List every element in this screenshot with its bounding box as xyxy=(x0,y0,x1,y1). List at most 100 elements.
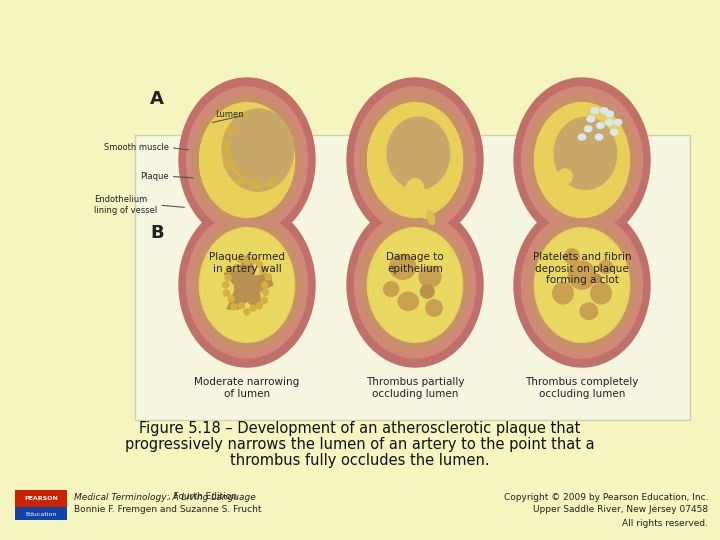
Circle shape xyxy=(266,179,274,186)
Circle shape xyxy=(237,256,243,262)
FancyBboxPatch shape xyxy=(135,135,690,420)
Ellipse shape xyxy=(521,212,642,358)
Circle shape xyxy=(236,177,243,185)
Text: Medical Terminology: A Living Language: Medical Terminology: A Living Language xyxy=(74,492,256,502)
Ellipse shape xyxy=(405,178,425,207)
Ellipse shape xyxy=(528,95,636,225)
Ellipse shape xyxy=(390,255,415,279)
Ellipse shape xyxy=(528,220,636,350)
Circle shape xyxy=(239,123,246,130)
Ellipse shape xyxy=(369,230,462,341)
Ellipse shape xyxy=(222,109,294,191)
Ellipse shape xyxy=(347,203,483,367)
Circle shape xyxy=(228,296,234,302)
Text: Moderate narrowing
of lumen: Moderate narrowing of lumen xyxy=(194,377,300,399)
Circle shape xyxy=(250,305,256,311)
Ellipse shape xyxy=(557,169,572,184)
Circle shape xyxy=(262,289,269,295)
Ellipse shape xyxy=(186,87,307,233)
Circle shape xyxy=(226,266,232,272)
Ellipse shape xyxy=(514,78,650,242)
Ellipse shape xyxy=(201,230,293,341)
Ellipse shape xyxy=(534,103,629,218)
Circle shape xyxy=(256,302,263,309)
Ellipse shape xyxy=(361,95,469,225)
Ellipse shape xyxy=(564,249,580,264)
Ellipse shape xyxy=(534,227,629,342)
Circle shape xyxy=(265,274,271,280)
Circle shape xyxy=(254,182,262,190)
Ellipse shape xyxy=(584,126,593,132)
Ellipse shape xyxy=(596,122,605,129)
Circle shape xyxy=(235,168,243,176)
Circle shape xyxy=(261,298,268,303)
Circle shape xyxy=(229,152,237,160)
Ellipse shape xyxy=(568,261,595,289)
Ellipse shape xyxy=(426,300,442,316)
Text: Education: Education xyxy=(25,511,57,516)
Circle shape xyxy=(259,174,266,181)
Text: Endothelium
lining of vessel: Endothelium lining of vessel xyxy=(94,195,157,215)
Ellipse shape xyxy=(595,134,603,140)
Ellipse shape xyxy=(600,107,608,114)
Text: B: B xyxy=(150,224,163,241)
Polygon shape xyxy=(225,255,273,309)
Ellipse shape xyxy=(193,220,301,350)
Circle shape xyxy=(225,274,231,281)
Circle shape xyxy=(271,174,278,181)
Text: Thrombus partially
occluding lumen: Thrombus partially occluding lumen xyxy=(366,377,464,399)
Ellipse shape xyxy=(554,117,616,190)
Ellipse shape xyxy=(179,203,315,367)
Circle shape xyxy=(248,118,256,125)
Ellipse shape xyxy=(591,107,599,114)
Ellipse shape xyxy=(614,119,622,126)
Circle shape xyxy=(253,114,261,122)
Ellipse shape xyxy=(387,117,450,190)
Circle shape xyxy=(259,111,266,118)
Text: PEARSON: PEARSON xyxy=(24,496,58,502)
Circle shape xyxy=(238,302,245,309)
Text: Platelets and fibrin
deposit on plaque
forming a clot: Platelets and fibrin deposit on plaque f… xyxy=(533,252,631,285)
Text: Figure 5.18 – Development of an atherosclerotic plaque that: Figure 5.18 – Development of an atherosc… xyxy=(139,421,581,435)
Text: Smooth muscle: Smooth muscle xyxy=(104,143,168,152)
Text: Plaque formed
in artery wall: Plaque formed in artery wall xyxy=(209,252,285,274)
Circle shape xyxy=(248,179,256,186)
Text: Bonnie F. Fremgen and Suzanne S. Frucht: Bonnie F. Fremgen and Suzanne S. Frucht xyxy=(74,505,261,515)
Circle shape xyxy=(260,268,266,274)
Circle shape xyxy=(261,282,268,288)
Circle shape xyxy=(244,309,250,315)
Ellipse shape xyxy=(193,95,301,225)
Circle shape xyxy=(256,261,263,267)
Circle shape xyxy=(272,167,280,174)
Circle shape xyxy=(233,265,240,271)
Ellipse shape xyxy=(605,119,613,126)
FancyBboxPatch shape xyxy=(15,507,67,520)
Text: progressively narrows the lumen of an artery to the point that a: progressively narrows the lumen of an ar… xyxy=(125,436,595,451)
Ellipse shape xyxy=(384,282,399,296)
Ellipse shape xyxy=(199,227,294,342)
Ellipse shape xyxy=(347,78,483,242)
Ellipse shape xyxy=(591,282,611,304)
Ellipse shape xyxy=(354,212,475,358)
Circle shape xyxy=(224,161,231,168)
Circle shape xyxy=(222,282,229,288)
Ellipse shape xyxy=(420,195,431,218)
Ellipse shape xyxy=(367,227,463,342)
Text: Thrombus completely
occluding lumen: Thrombus completely occluding lumen xyxy=(526,377,639,399)
FancyBboxPatch shape xyxy=(15,490,67,508)
Ellipse shape xyxy=(578,134,586,140)
Text: Lumen: Lumen xyxy=(215,110,243,119)
Ellipse shape xyxy=(199,103,294,218)
Text: Plaque: Plaque xyxy=(140,172,168,181)
Circle shape xyxy=(224,147,231,154)
Ellipse shape xyxy=(419,266,441,287)
Text: Copyright © 2009 by Pearson Education, Inc.: Copyright © 2009 by Pearson Education, I… xyxy=(503,492,708,502)
Ellipse shape xyxy=(420,285,434,298)
Ellipse shape xyxy=(427,210,434,225)
Text: thrombus fully occludes the lumen.: thrombus fully occludes the lumen. xyxy=(230,453,490,468)
Ellipse shape xyxy=(580,303,598,320)
Ellipse shape xyxy=(354,87,475,233)
Ellipse shape xyxy=(390,117,446,177)
Circle shape xyxy=(231,164,238,172)
Circle shape xyxy=(240,113,248,120)
